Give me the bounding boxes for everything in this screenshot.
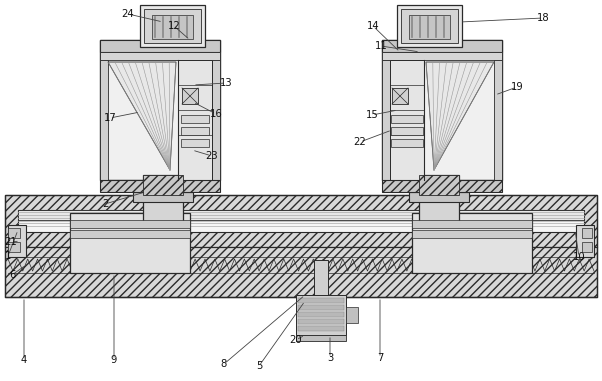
- Text: 16: 16: [209, 109, 222, 119]
- Text: 2: 2: [102, 199, 108, 209]
- Bar: [133, 192, 193, 202]
- Bar: [382, 40, 502, 180]
- Text: 13: 13: [220, 78, 232, 88]
- Text: 12: 12: [167, 21, 181, 31]
- Text: 19: 19: [510, 82, 523, 92]
- Bar: [576, 225, 594, 257]
- Text: 23: 23: [206, 151, 219, 161]
- Bar: [8, 225, 26, 257]
- Text: 15: 15: [365, 110, 379, 120]
- Bar: [582, 228, 592, 238]
- Bar: [140, 5, 205, 47]
- Bar: [391, 115, 423, 123]
- Bar: [298, 319, 344, 324]
- Bar: [390, 60, 424, 180]
- Bar: [494, 60, 502, 180]
- Bar: [5, 195, 597, 247]
- Text: 22: 22: [353, 137, 367, 147]
- Bar: [346, 307, 358, 323]
- Bar: [5, 195, 597, 297]
- Bar: [70, 213, 190, 273]
- Bar: [5, 247, 597, 297]
- Bar: [314, 260, 328, 300]
- Text: 6: 6: [9, 270, 15, 280]
- Text: 14: 14: [367, 21, 379, 31]
- Bar: [298, 305, 344, 310]
- Bar: [419, 175, 459, 195]
- Bar: [212, 60, 220, 180]
- Bar: [100, 40, 220, 52]
- Bar: [391, 139, 423, 147]
- Bar: [181, 115, 209, 123]
- Bar: [409, 15, 450, 39]
- Bar: [8, 242, 20, 252]
- Bar: [419, 175, 459, 223]
- Bar: [100, 60, 108, 180]
- Text: 7: 7: [377, 353, 383, 363]
- Bar: [412, 220, 532, 228]
- Text: 1: 1: [5, 251, 11, 261]
- Polygon shape: [108, 62, 176, 170]
- Bar: [70, 230, 190, 238]
- Bar: [100, 52, 220, 60]
- Bar: [18, 210, 584, 220]
- Bar: [582, 242, 592, 252]
- Bar: [391, 127, 423, 135]
- Bar: [143, 175, 183, 195]
- Text: 18: 18: [537, 13, 549, 23]
- Text: 11: 11: [374, 41, 387, 51]
- Bar: [296, 295, 346, 335]
- Bar: [298, 298, 344, 303]
- Bar: [412, 230, 532, 238]
- Bar: [182, 88, 198, 104]
- Text: 3: 3: [327, 353, 333, 363]
- Bar: [143, 175, 183, 223]
- Text: 17: 17: [104, 113, 116, 123]
- Bar: [152, 15, 193, 39]
- Bar: [181, 127, 209, 135]
- Text: 5: 5: [256, 361, 262, 371]
- Bar: [181, 139, 209, 147]
- Bar: [392, 88, 408, 104]
- Bar: [178, 60, 212, 180]
- Text: 20: 20: [290, 335, 302, 345]
- Bar: [397, 5, 462, 47]
- Bar: [18, 210, 584, 232]
- Bar: [401, 9, 458, 43]
- Text: 24: 24: [122, 9, 134, 19]
- Text: 10: 10: [573, 252, 585, 262]
- Bar: [382, 40, 502, 52]
- Text: 8: 8: [221, 359, 227, 369]
- Bar: [100, 40, 220, 180]
- Text: 9: 9: [111, 355, 117, 365]
- Bar: [144, 9, 201, 43]
- Bar: [70, 220, 190, 228]
- Bar: [296, 335, 346, 341]
- Text: 4: 4: [21, 355, 27, 365]
- Bar: [382, 60, 390, 180]
- Text: 21: 21: [5, 237, 17, 247]
- Bar: [409, 192, 469, 202]
- Bar: [382, 180, 502, 192]
- Bar: [100, 180, 220, 192]
- Bar: [298, 312, 344, 317]
- Bar: [382, 52, 502, 60]
- Polygon shape: [426, 62, 494, 170]
- Bar: [8, 228, 20, 238]
- Bar: [298, 326, 344, 331]
- Bar: [412, 213, 532, 273]
